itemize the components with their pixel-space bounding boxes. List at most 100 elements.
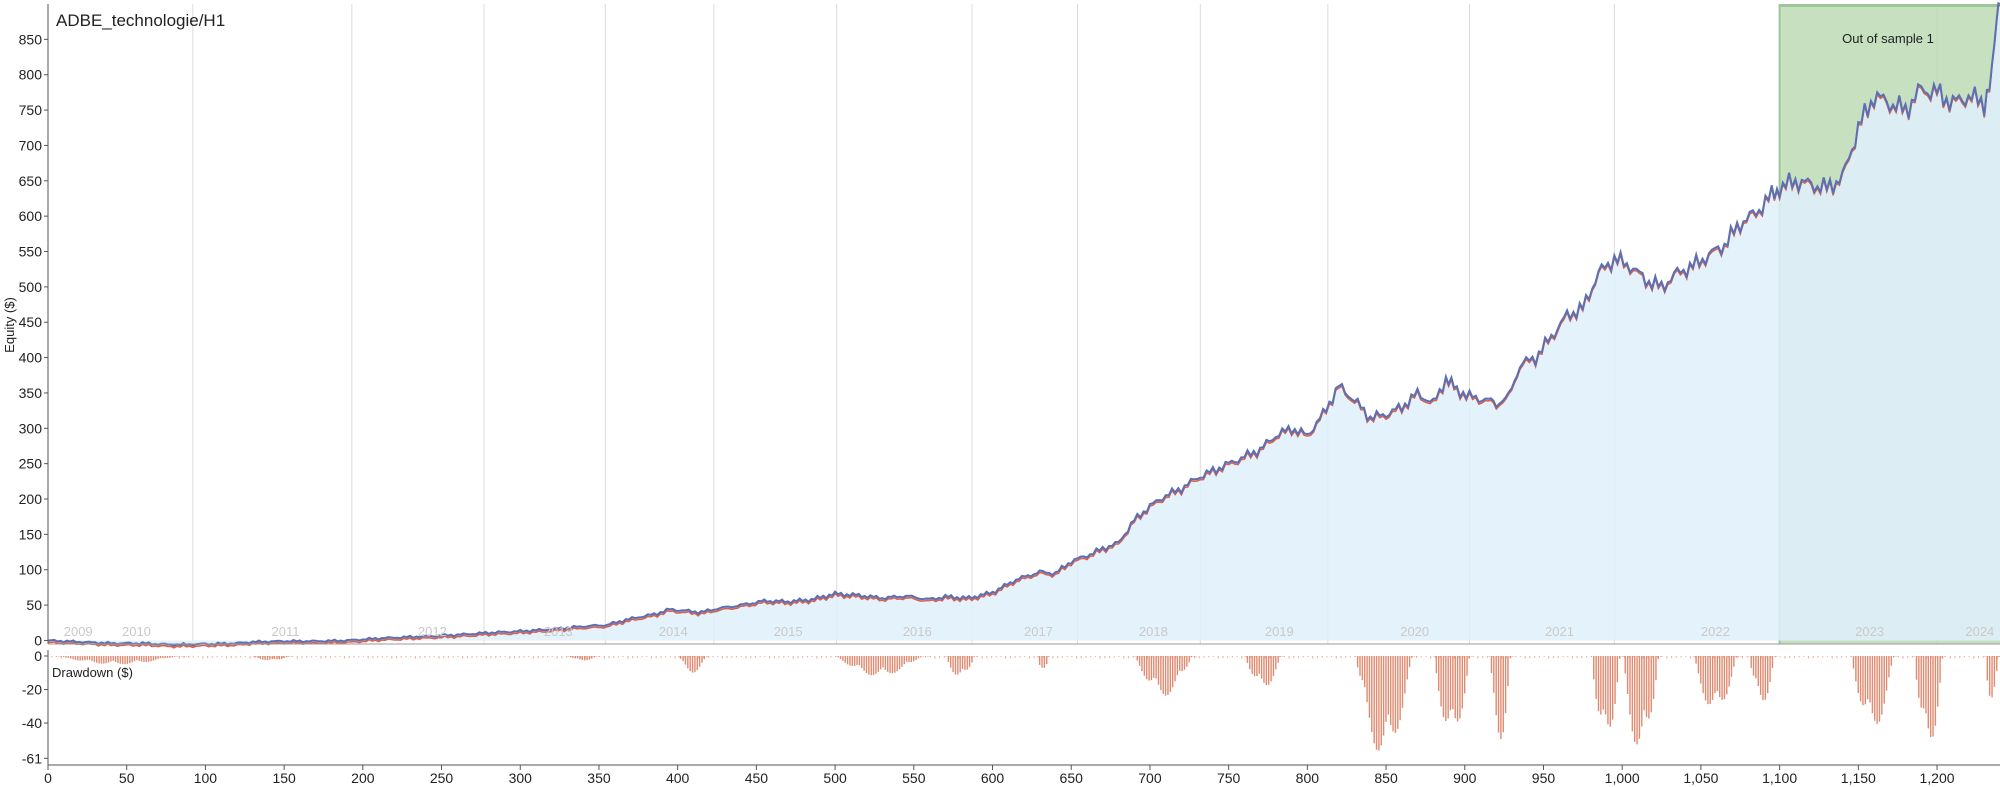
drawdown-bar [1463, 656, 1466, 694]
drawdown-bar [1399, 656, 1401, 721]
drawdown-bar [853, 656, 856, 666]
drawdown-bar [225, 656, 228, 659]
drawdown-bar [1552, 656, 1555, 659]
drawdown-bar [1512, 656, 1514, 657]
drawdown-bar [1963, 656, 1965, 658]
drawdown-bar [879, 656, 882, 670]
drawdown-bar [1707, 656, 1709, 705]
drawdown-bar [1401, 656, 1404, 708]
drawdown-bar [1628, 656, 1630, 658]
drawdown-bar [1109, 656, 1111, 658]
drawdown-bar [1866, 656, 1869, 700]
drawdown-bar [1005, 656, 1007, 659]
year-label: 2009 [64, 624, 93, 639]
drawdown-bar [339, 656, 341, 657]
drawdown-bar [947, 656, 950, 662]
drawdown-bar [259, 656, 262, 659]
equity-tick-label: 350 [19, 385, 43, 401]
drawdown-bar [898, 656, 901, 670]
drawdown-bar [1864, 656, 1867, 705]
drawdown-bar [1293, 656, 1295, 659]
drawdown-bar [917, 656, 920, 659]
drawdown-bar [395, 656, 398, 659]
drawdown-bar [1134, 656, 1136, 657]
drawdown-bar [966, 656, 968, 670]
drawdown-bar [1282, 656, 1284, 657]
equity-line [47, 2, 2000, 648]
x-tick-label: 750 [1217, 770, 1241, 786]
drawdown-bar [650, 656, 653, 659]
drawdown-bar [1624, 656, 1626, 674]
drawdown-bar [1769, 656, 1771, 683]
drawdown-bar [1779, 656, 1781, 657]
drawdown-bar [735, 656, 738, 658]
drawdown-bar [1902, 656, 1904, 659]
drawdown-bar [1260, 656, 1263, 679]
drawdown-bar [1634, 656, 1636, 742]
drawdown-bar [252, 656, 255, 657]
drawdown-bar [846, 656, 849, 665]
drawdown-bar [1713, 656, 1715, 659]
equity-area [47, 2, 2000, 649]
drawdown-bar [1071, 656, 1073, 657]
drawdown-bar [1741, 656, 1744, 659]
drawdown-bar [1385, 656, 1387, 722]
drawdown-bar [1925, 656, 1927, 714]
drawdown-bar [277, 656, 280, 659]
drawdown-bar [1260, 656, 1262, 657]
equity-tick-label: 500 [19, 279, 43, 295]
drawdown-bar [211, 656, 213, 658]
drawdown-bar [216, 656, 218, 658]
drawdown-bar [301, 656, 303, 659]
drawdown-bar [887, 656, 889, 672]
drawdown-bar [1519, 656, 1522, 657]
drawdown-bar [627, 656, 629, 659]
drawdown-bar [1179, 656, 1181, 671]
drawdown-bar [1722, 656, 1725, 658]
drawdown-bar [1841, 656, 1843, 658]
drawdown-bar [485, 656, 487, 659]
drawdown-bar [1256, 656, 1258, 677]
drawdown-bar [1458, 656, 1460, 659]
drawdown-bar [192, 656, 195, 658]
drawdown-bar [58, 656, 60, 657]
x-tick-label: 450 [745, 770, 769, 786]
drawdown-bar [1459, 656, 1461, 719]
drawdown-bar [679, 656, 681, 659]
drawdown-bar [1099, 656, 1101, 659]
drawdown-bar [603, 656, 605, 659]
drawdown-tick-label: -20 [22, 682, 42, 698]
drawdown-bar [1982, 656, 1984, 658]
drawdown-bar [1463, 656, 1465, 658]
drawdown-bar [684, 656, 687, 665]
equity-tick-label: 50 [26, 597, 42, 613]
drawdown-bar [266, 656, 269, 661]
drawdown-bar [1659, 656, 1662, 657]
drawdown-bar [1222, 656, 1224, 659]
year-label: 2014 [659, 624, 688, 639]
drawdown-bar [1595, 656, 1597, 699]
drawdown-bar [1277, 656, 1279, 663]
drawdown-bar [1704, 656, 1706, 658]
drawdown-bar [1700, 656, 1702, 684]
drawdown-bar [343, 656, 346, 659]
drawdown-bar [1845, 656, 1847, 658]
drawdown-bar [802, 656, 804, 658]
drawdown-bar [971, 656, 973, 663]
drawdown-bar [1378, 656, 1380, 751]
drawdown-bar [1759, 656, 1762, 696]
drawdown-bar [296, 656, 298, 659]
drawdown-bar [306, 656, 308, 658]
drawdown-bar [1250, 656, 1252, 658]
drawdown-bar [1143, 656, 1146, 676]
drawdown-bar [844, 656, 846, 663]
drawdown-bar [1642, 656, 1644, 659]
drawdown-bar [1755, 656, 1757, 679]
drawdown-bar [547, 656, 549, 658]
drawdown-bar [1774, 656, 1776, 657]
drawdown-bar [1757, 656, 1759, 687]
drawdown-bar [924, 656, 927, 657]
drawdown-bar [372, 656, 374, 659]
drawdown-bar [1920, 656, 1922, 708]
drawdown-bar [1255, 656, 1257, 658]
